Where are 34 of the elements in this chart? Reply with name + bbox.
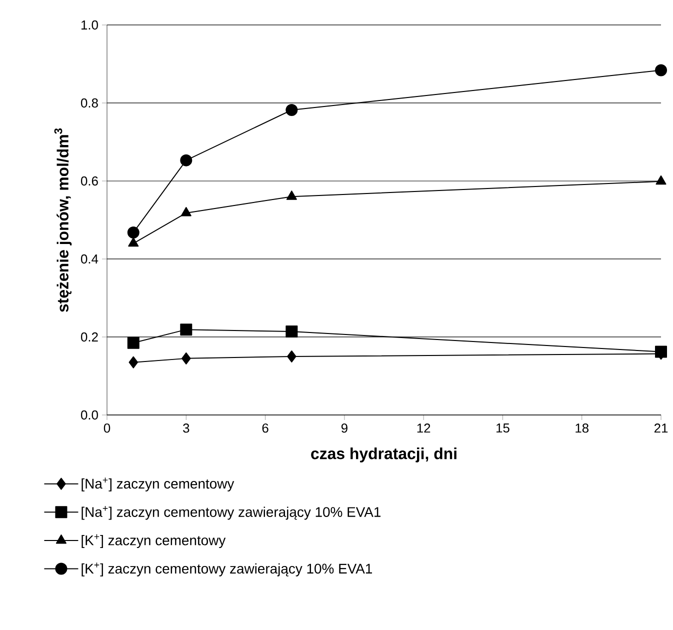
point xyxy=(180,206,192,216)
point xyxy=(286,190,297,200)
x-tick-label: 3 xyxy=(183,424,190,433)
y-tick-label: 1.0 xyxy=(81,20,98,30)
x-tick-label: 6 xyxy=(262,424,268,433)
legend-label: [K$^{+}$] zaczyn cementowy zawierający 10% EVA1 xyxy=(82,562,372,576)
legend-label: [Na$^{+}$] zaczyn cementowy xyxy=(82,478,234,492)
x-tick-label: 12 xyxy=(417,424,430,433)
point xyxy=(286,104,298,116)
x-axis-title: czas hydratacji, dni xyxy=(311,448,456,462)
x-tick-label: 9 xyxy=(341,424,348,433)
y-tick-label: 0.6 xyxy=(80,176,98,186)
y-tick-label: 0.2 xyxy=(80,332,98,342)
point xyxy=(655,64,668,76)
x-tick-label: 15 xyxy=(496,424,510,433)
point xyxy=(127,336,140,349)
legend-label: [Na$^{+}$] zaczyn cementowy zawierający 10% EVA1 xyxy=(82,506,381,520)
y-tick-label: 0.4 xyxy=(80,254,98,264)
y-tick-label: 0.0 xyxy=(80,410,98,420)
point xyxy=(128,356,138,368)
point xyxy=(180,324,192,336)
x-tick-label: 18 xyxy=(576,424,589,433)
y-axis-title: stężenie jonów, mol/dm$^{3}$ xyxy=(54,128,72,312)
x-tick-label: 21 xyxy=(654,424,668,433)
point xyxy=(128,237,139,247)
point xyxy=(287,350,296,362)
point xyxy=(182,352,191,364)
point xyxy=(286,326,298,338)
x-tick-label: 0 xyxy=(104,424,110,433)
y-tick-label: 0.8 xyxy=(80,98,98,108)
point xyxy=(656,175,666,185)
point xyxy=(127,226,140,238)
legend-label: [K$^{+}$] zaczyn cementowy xyxy=(82,534,226,548)
point xyxy=(180,154,192,166)
